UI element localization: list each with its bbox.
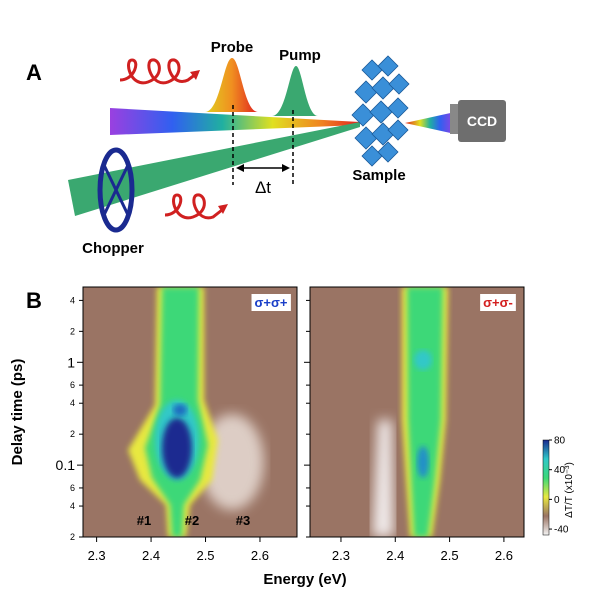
y-tick-label: 2 — [70, 532, 75, 542]
colorbar-tick-label: 40 — [554, 465, 566, 476]
panel-label: A — [26, 60, 42, 85]
detector-label: CCD — [467, 113, 497, 129]
y-tick-label: 6 — [70, 380, 75, 390]
panel-label: B — [26, 288, 42, 313]
y-tick-label: 1 — [67, 354, 75, 370]
annotation: #3 — [236, 513, 250, 528]
y-tick-label: 0.1 — [56, 457, 76, 473]
x-axis-label: Energy (eV) — [263, 571, 346, 588]
annotation: #1 — [137, 513, 151, 528]
colorbar — [542, 439, 550, 536]
y-tick-label: 4 — [70, 501, 75, 511]
chopper-label: Chopper — [82, 240, 144, 257]
x-tick-label: 2.3 — [332, 548, 350, 563]
plot-frame — [309, 286, 525, 538]
heatmap — [83, 287, 297, 537]
x-tick-label: 2.5 — [196, 548, 214, 563]
panel-tag-box — [251, 294, 291, 311]
delay-label: Δt — [255, 178, 271, 197]
panel-tag: σ+σ+ — [255, 295, 288, 310]
y-tick-label: 4 — [70, 295, 75, 305]
colorbar-tick-label: 80 — [554, 436, 566, 447]
x-tick-label: 2.6 — [251, 548, 269, 563]
y-axis-label: Delay time (ps) — [9, 359, 26, 466]
y-tick-label: 2 — [70, 326, 75, 336]
annotation: #2 — [185, 513, 199, 528]
plot-frame — [82, 286, 298, 538]
setup-diagram — [68, 55, 506, 233]
y-tick-label: 2 — [70, 429, 75, 439]
x-tick-label: 2.5 — [441, 548, 459, 563]
y-tick-label: 6 — [70, 483, 75, 493]
pump-label: Pump — [279, 47, 321, 64]
colorbar-tick-label: 0 — [554, 495, 560, 506]
sample-label: Sample — [352, 167, 405, 184]
colorbar-label: ΔT/T (x10⁻³) — [564, 462, 575, 518]
panel-tag-box — [480, 294, 516, 311]
panel-tag: σ+σ- — [483, 295, 513, 310]
probe-label: Probe — [211, 39, 254, 56]
x-tick-label: 2.4 — [386, 548, 404, 563]
x-tick-label: 2.6 — [495, 548, 513, 563]
x-tick-label: 2.4 — [142, 548, 160, 563]
x-tick-label: 2.3 — [88, 548, 106, 563]
heatmap — [310, 287, 524, 537]
colorbar-tick-label: -40 — [554, 525, 569, 536]
y-tick-label: 4 — [70, 398, 75, 408]
